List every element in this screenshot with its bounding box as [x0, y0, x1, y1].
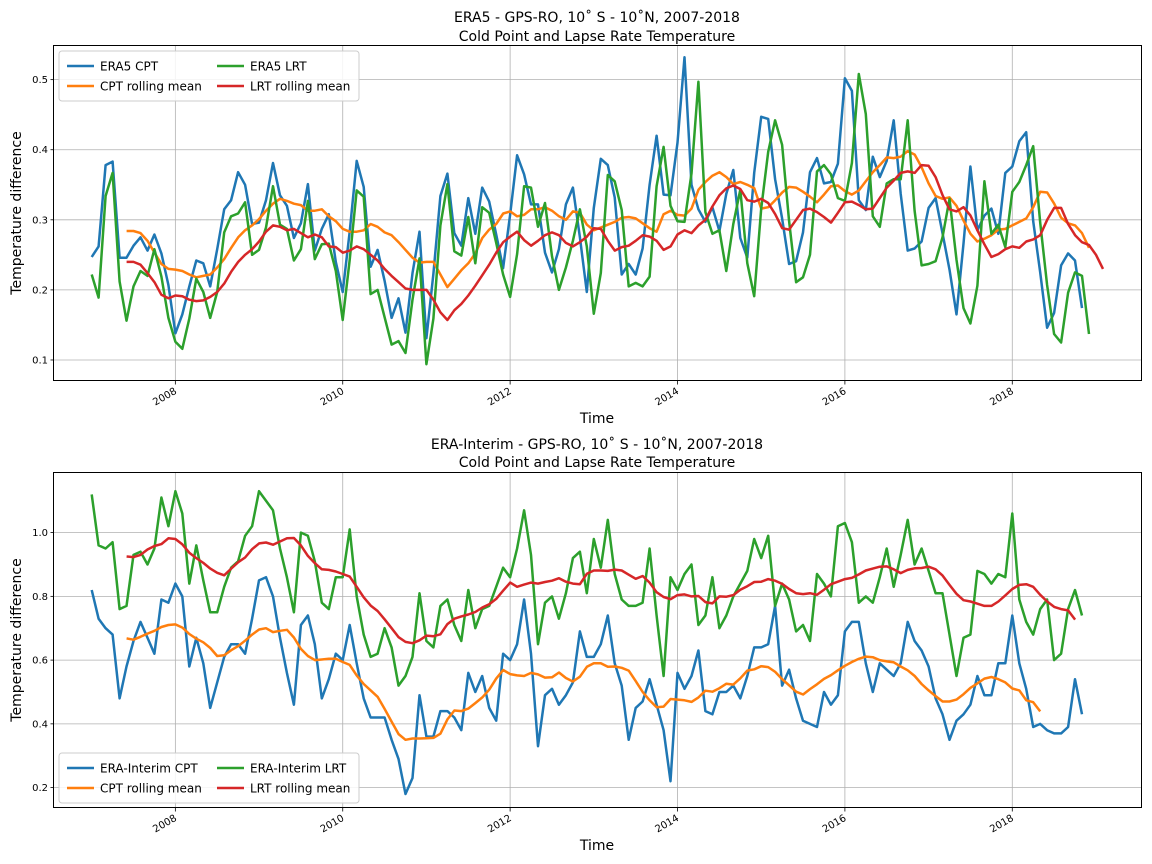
legend: ERA5 CPT CPT rolling mean ERA5 LRT LRT roll…: [58, 50, 360, 102]
legend-label: ERA-Interim LRT: [250, 762, 347, 776]
legend-label: ERA5 CPT: [100, 60, 159, 74]
y-tick-label: 0.4: [32, 145, 48, 156]
y-axis-label: Temperature difference: [9, 131, 25, 295]
x-tick-label: 2010: [319, 813, 347, 835]
series-line-era-interim-cpt: [90, 575, 1084, 796]
series-line-cpt-rolling-mean: [126, 623, 1042, 742]
series-line-cpt-rolling-mean: [126, 149, 1091, 289]
chart-subtitle: Cold Point and Lapse Rate Temperature: [459, 29, 735, 45]
legend-label: CPT rolling mean: [100, 782, 202, 796]
y-tick-label: 0.6: [32, 656, 48, 667]
x-tick-label: 2014: [653, 386, 681, 408]
x-tick-label: 2016: [821, 386, 849, 408]
x-tick-label: 2018: [988, 386, 1016, 408]
x-axis-label: Time: [579, 411, 614, 427]
x-tick-label: 2018: [988, 813, 1016, 835]
legend-label: CPT rolling mean: [100, 80, 202, 94]
y-axis-label: Temperature difference: [9, 558, 25, 722]
series-line-lrt-rolling-mean: [126, 536, 1077, 645]
legend-box: [58, 752, 360, 804]
series-line-era-interim-lrt: [90, 489, 1084, 687]
legend: ERA-Interim CPT CPT rolling mean ERA-Inter…: [58, 752, 360, 804]
x-axis-label: Time: [579, 838, 614, 854]
y-tick-label: 0.8: [32, 592, 48, 603]
legend-label: LRT rolling mean: [250, 782, 350, 796]
x-ticks: 2008 2010 2012 2014 2016 2018: [151, 381, 1016, 408]
legend-label: LRT rolling mean: [250, 80, 350, 94]
y-ticks: 0.2 0.4 0.6 0.8 1.0: [32, 528, 54, 794]
y-tick-label: 0.2: [32, 285, 48, 296]
x-tick-label: 2012: [486, 386, 514, 408]
chart-title: ERA-Interim - GPS-RO, 10˚ S - 10˚N, 2007…: [431, 436, 763, 453]
series-lines: [90, 489, 1084, 796]
y-ticks: 0.1 0.2 0.3 0.4 0.5: [32, 75, 54, 366]
y-tick-label: 0.4: [32, 719, 48, 730]
x-tick-label: 2008: [151, 386, 179, 408]
era5-panel: ERA5 - GPS-RO, 10˚ S - 10˚N, 2007-2018 C…: [9, 9, 1142, 427]
era-interim-panel: ERA-Interim - GPS-RO, 10˚ S - 10˚N, 2007…: [9, 436, 1142, 854]
chart-subtitle: Cold Point and Lapse Rate Temperature: [459, 455, 735, 471]
y-tick-label: 0.2: [32, 783, 48, 794]
x-tick-label: 2016: [821, 813, 849, 835]
series-lines: [90, 55, 1105, 366]
x-tick-label: 2010: [319, 386, 347, 408]
x-ticks: 2008 2010 2012 2014 2016 2018: [151, 808, 1016, 835]
chart-title: ERA5 - GPS-RO, 10˚ S - 10˚N, 2007-2018: [454, 9, 740, 26]
x-tick-label: 2012: [486, 813, 514, 835]
series-line-lrt-rolling-mean: [126, 163, 1105, 322]
y-tick-label: 0.1: [32, 355, 48, 366]
y-tick-label: 0.3: [32, 215, 48, 226]
legend-label: ERA-Interim CPT: [100, 762, 198, 776]
legend-label: ERA5 LRT: [250, 60, 307, 74]
plot-frame: [53, 472, 1142, 808]
series-line-era5-lrt: [90, 72, 1091, 366]
series-line-era5-cpt: [90, 55, 1084, 340]
x-tick-label: 2014: [653, 813, 681, 835]
y-tick-label: 1.0: [32, 528, 48, 539]
x-tick-label: 2008: [151, 813, 179, 835]
plot-frame: [53, 45, 1142, 381]
y-tick-label: 0.5: [32, 75, 48, 86]
legend-box: [58, 50, 360, 102]
